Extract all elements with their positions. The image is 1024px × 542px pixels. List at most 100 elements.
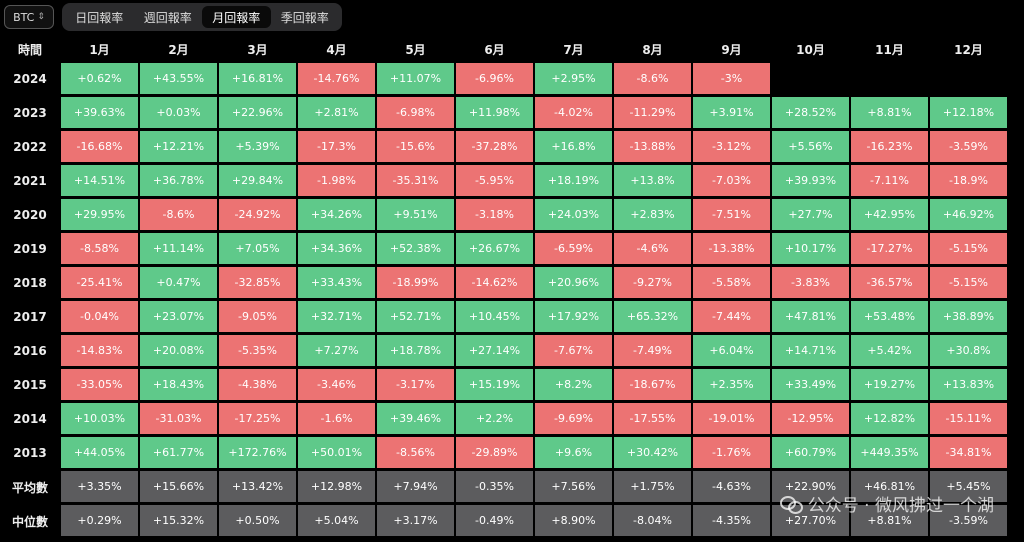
return-cell: +47.81% (771, 300, 850, 334)
returns-grid: 時間 1月 2月 3月 4月 5月 6月 7月 8月 9月 10月 11月 12月 2024 +0.62… (0, 36, 1024, 538)
return-cell: -1.98% (297, 164, 376, 198)
table-row: 2013 +44.05% +61.77% +172.76% +50.01% -8.56% -… (0, 436, 1008, 470)
return-cell: -16.68% (60, 130, 139, 164)
return-cell: -8.58% (60, 232, 139, 266)
table-body: 2024 +0.62% +43.55% +16.81% -14.76% +11.07% -6… (0, 62, 1008, 538)
stat-cell: +12.98% (297, 470, 376, 504)
year-label: 2016 (13, 344, 47, 358)
return-cell: +10.03% (60, 402, 139, 436)
stat-cell: +8.81% (850, 504, 929, 538)
return-cell: -7.51% (692, 198, 771, 232)
return-cell: -18.67% (613, 368, 692, 402)
stat-cell: +7.56% (534, 470, 613, 504)
return-cell: +9.51% (376, 198, 455, 232)
asset-selector[interactable]: BTC ⇕ (4, 5, 54, 29)
return-cell: +18.78% (376, 334, 455, 368)
return-cell: -25.41% (60, 266, 139, 300)
table-row: 2017 -0.04% +23.07% -9.05% +32.71% +52.71% +10… (0, 300, 1008, 334)
return-cell: +2.95% (534, 62, 613, 96)
asset-selector-value: BTC (13, 10, 35, 24)
stat-cell: -8.04% (613, 504, 692, 538)
return-cell: -13.88% (613, 130, 692, 164)
return-cell: +23.07% (139, 300, 218, 334)
year-label: 2023 (13, 106, 47, 120)
return-cell: +39.63% (60, 96, 139, 130)
year-label: 2017 (13, 310, 47, 324)
tab-monthly-return[interactable]: 月回報率 (202, 6, 271, 28)
return-cell: +20.08% (139, 334, 218, 368)
return-cell: +20.96% (534, 266, 613, 300)
return-cell: -17.27% (850, 232, 929, 266)
return-cell: +60.79% (771, 436, 850, 470)
return-cell: +18.43% (139, 368, 218, 402)
return-cell: +3.91% (692, 96, 771, 130)
stat-cell: -4.63% (692, 470, 771, 504)
table-header-row: 時間 1月 2月 3月 4月 5月 6月 7月 8月 9月 10月 11月 12月 (0, 36, 1008, 62)
return-cell: +7.05% (218, 232, 297, 266)
return-cell: -5.15% (929, 232, 1008, 266)
return-cell: +7.27% (297, 334, 376, 368)
return-cell: -37.28% (455, 130, 534, 164)
stat-cell: +8.90% (534, 504, 613, 538)
return-cell: -7.44% (692, 300, 771, 334)
stat-cell: +7.94% (376, 470, 455, 504)
return-cell: +14.51% (60, 164, 139, 198)
return-cell: -3.17% (376, 368, 455, 402)
return-cell: -3.18% (455, 198, 534, 232)
tab-quarterly-return[interactable]: 季回報率 (280, 10, 329, 25)
return-cell: +43.55% (139, 62, 218, 96)
month-header: 11月 (875, 42, 904, 57)
corner-label: 時間 (17, 42, 42, 57)
period-tabs: 日回報率 週回報率 月回報率 季回報率 (62, 3, 342, 31)
month-header: 5月 (405, 42, 426, 57)
return-cell: +52.38% (376, 232, 455, 266)
return-cell: +29.84% (218, 164, 297, 198)
return-cell: +22.96% (218, 96, 297, 130)
return-cell: -0.04% (60, 300, 139, 334)
stat-cell: +0.50% (218, 504, 297, 538)
return-cell (850, 62, 929, 96)
return-cell: +0.47% (139, 266, 218, 300)
return-cell (929, 62, 1008, 96)
return-cell: -6.59% (534, 232, 613, 266)
return-cell: +65.32% (613, 300, 692, 334)
table-row: 2019 -8.58% +11.14% +7.05% +34.36% +52.38% +26… (0, 232, 1008, 266)
return-cell: +34.36% (297, 232, 376, 266)
return-cell: -31.03% (139, 402, 218, 436)
return-cell: -15.6% (376, 130, 455, 164)
table-row: 2023 +39.63% +0.03% +22.96% +2.81% -6.98% +11.… (0, 96, 1008, 130)
return-cell: +12.21% (139, 130, 218, 164)
table-row: 2014 +10.03% -31.03% -17.25% -1.6% +39.46% +2.… (0, 402, 1008, 436)
tab-weekly-return[interactable]: 週回報率 (143, 10, 192, 25)
table-row: 2020 +29.95% -8.6% -24.92% +34.26% +9.51% -3.1… (0, 198, 1008, 232)
table-row: 2024 +0.62% +43.55% +16.81% -14.76% +11.07% -6… (0, 62, 1008, 96)
return-cell: -35.31% (376, 164, 455, 198)
return-cell: +2.81% (297, 96, 376, 130)
return-cell: -4.02% (534, 96, 613, 130)
month-header: 9月 (721, 42, 742, 57)
return-cell: +14.71% (771, 334, 850, 368)
stat-cell: +27.70% (771, 504, 850, 538)
return-cell: -5.58% (692, 266, 771, 300)
year-label: 2018 (13, 276, 47, 290)
return-cell: +0.62% (60, 62, 139, 96)
year-label: 2013 (13, 446, 47, 460)
stat-row: 平均數 +3.35% +15.66% +13.42% +12.98% +7.94% -0.3… (0, 470, 1008, 504)
return-cell: -11.29% (613, 96, 692, 130)
return-cell: +15.19% (455, 368, 534, 402)
year-label: 2022 (13, 140, 47, 154)
return-cell: +2.35% (692, 368, 771, 402)
return-cell: -8.56% (376, 436, 455, 470)
return-cell: +11.07% (376, 62, 455, 96)
return-cell: -33.05% (60, 368, 139, 402)
return-cell: +28.52% (771, 96, 850, 130)
return-cell: +13.83% (929, 368, 1008, 402)
tab-daily-return[interactable]: 日回報率 (75, 10, 124, 25)
month-header: 1月 (89, 42, 110, 57)
return-cell: +5.39% (218, 130, 297, 164)
return-cell: +29.95% (60, 198, 139, 232)
month-header: 7月 (563, 42, 584, 57)
return-cell: -15.11% (929, 402, 1008, 436)
return-cell: -17.25% (218, 402, 297, 436)
year-label: 2021 (13, 174, 47, 188)
